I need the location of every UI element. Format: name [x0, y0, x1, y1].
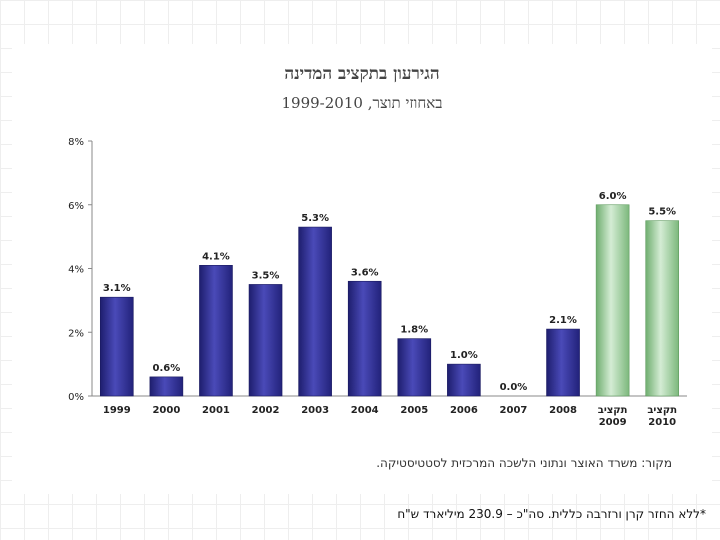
bar: [149, 376, 184, 397]
bar: [248, 284, 283, 397]
x-tick-label: 2005: [400, 405, 428, 416]
bar: [298, 226, 332, 397]
y-tick-label: 8%: [68, 137, 84, 148]
x-tick-label: 2003: [301, 405, 329, 416]
y-tick-label: 2%: [68, 328, 84, 339]
x-tick-label: 2006: [450, 405, 478, 416]
x-tick-label: 1999: [103, 405, 131, 416]
bar: [99, 296, 134, 397]
bar: [199, 265, 233, 397]
data-label: 5.5%: [648, 207, 676, 218]
data-label: 6.0%: [599, 191, 627, 202]
x-tick-label: 2008: [549, 405, 577, 416]
data-label: 1.8%: [400, 325, 428, 336]
source-note: מקור: משרד האוצר ונתוני הלשכה המרכזית לס…: [376, 456, 672, 470]
data-label: 0.0%: [500, 382, 528, 393]
x-tick-label: 2010: [648, 417, 676, 428]
bar: [546, 328, 580, 397]
data-label: 5.3%: [301, 213, 329, 224]
bar: [645, 220, 680, 397]
x-tick-label: 2002: [252, 405, 280, 416]
bar-chart: 0% 2% 4% 6% 8% 3.1% 0.6% 4.1% 3.5% 5.3% 3.6% 1.8% 1…: [68, 137, 687, 428]
chart-panel: הגירעון בתקציב המדינה באחוזי תוצר, 1999-…: [12, 44, 712, 494]
chart-subtitle: באחוזי תוצר, 1999-2010: [281, 94, 443, 112]
data-label: 1.0%: [450, 350, 478, 361]
x-tick-label: תקציב: [598, 405, 628, 416]
bar: [397, 338, 432, 397]
bar: [447, 363, 481, 397]
y-tick-label: 4%: [68, 265, 84, 276]
x-tick-label: 2000: [152, 405, 180, 416]
y-tick-label: 6%: [68, 201, 84, 212]
data-label: 2.1%: [549, 315, 577, 326]
x-tick-label: 2007: [500, 405, 528, 416]
data-label: 3.6%: [351, 267, 379, 278]
x-tick-label: 2009: [599, 417, 627, 428]
data-label: 4.1%: [202, 251, 230, 262]
bar: [347, 280, 382, 397]
bar: [595, 204, 630, 397]
data-label: 3.1%: [103, 283, 131, 294]
x-tick-label: 2004: [351, 405, 379, 416]
y-tick-label: 0%: [68, 392, 84, 403]
footnote: *ללא החזר קרן ורזרבה כללית. סה"כ – 230.9…: [397, 507, 706, 521]
data-label: 0.6%: [153, 363, 181, 374]
chart-title: הגירעון בתקציב המדינה: [284, 64, 440, 84]
x-tick-label: 2001: [202, 405, 230, 416]
data-label: 3.5%: [252, 270, 280, 281]
x-tick-label: תקציב: [647, 405, 677, 416]
